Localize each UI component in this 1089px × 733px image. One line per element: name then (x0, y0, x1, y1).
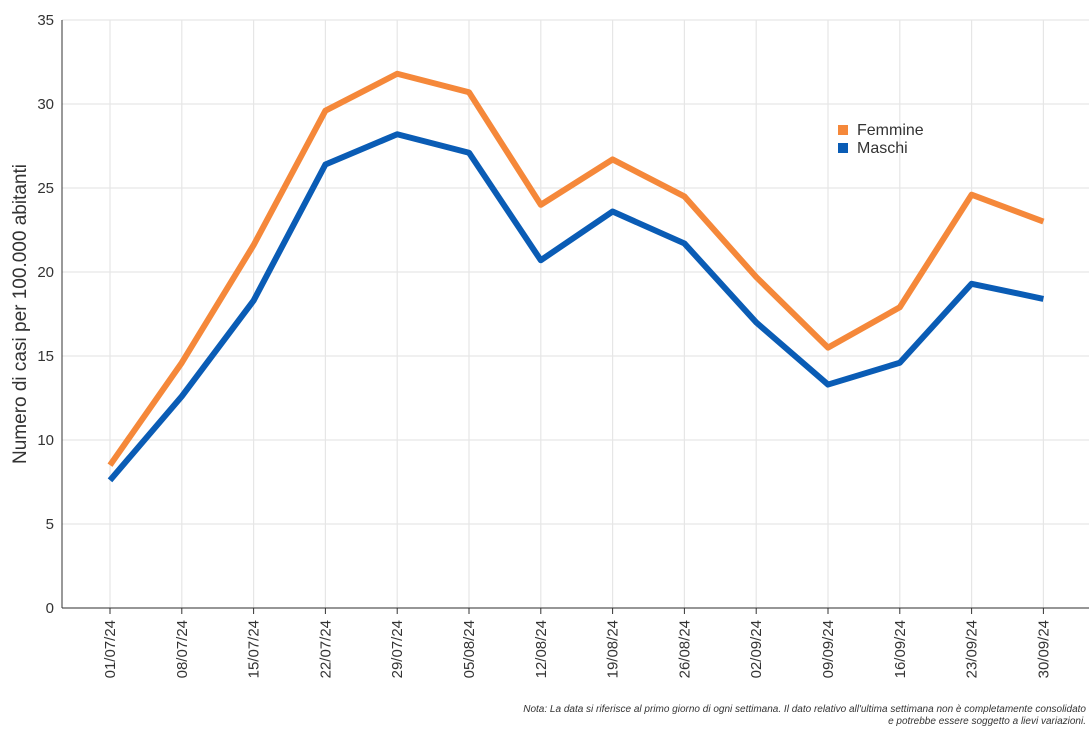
note: Nota: La data si riferisce al primo gior… (523, 704, 1086, 715)
x-tick-label: 08/07/24 (174, 620, 191, 678)
y-tick-label: 15 (37, 348, 54, 365)
x-tick-label: 05/08/24 (461, 620, 478, 678)
x-tick-label: 23/09/24 (964, 620, 981, 678)
x-tick-label: 09/09/24 (820, 620, 837, 678)
y-tick-label: 20 (37, 264, 54, 281)
legend-label: Femmine (857, 122, 924, 139)
x-tick-label: 12/08/24 (533, 620, 550, 678)
line (107, 131, 1045, 483)
legend-swatch (838, 125, 848, 135)
x-tick-label: 30/09/24 (1035, 620, 1052, 678)
y-axis-label: Numero di casi per 100.000 abitanti (10, 164, 31, 464)
x-tick-label: 16/09/24 (892, 620, 909, 678)
x-tick-label: 15/07/24 (246, 620, 263, 678)
legend-swatch (838, 143, 848, 153)
x-tick-label: 02/09/24 (748, 620, 765, 678)
x-tick-label: 22/07/24 (317, 620, 334, 678)
note: e potrebbe essere soggetto a lievi varia… (888, 716, 1086, 727)
x-tick-label: 26/08/24 (676, 620, 693, 678)
y-tick-label: 0 (46, 600, 54, 617)
y-tick-label: 35 (37, 12, 54, 29)
y-tick-label: 30 (37, 96, 54, 113)
y-tick-label: 5 (46, 516, 54, 533)
x-tick-label: 19/08/24 (605, 620, 622, 678)
y-tick-label: 10 (37, 432, 54, 449)
y-tick-label: 25 (37, 180, 54, 197)
x-tick-label: 01/07/24 (102, 620, 119, 678)
line (107, 70, 1045, 467)
x-tick-label: 29/07/24 (389, 620, 406, 678)
legend-label: Maschi (857, 140, 908, 157)
